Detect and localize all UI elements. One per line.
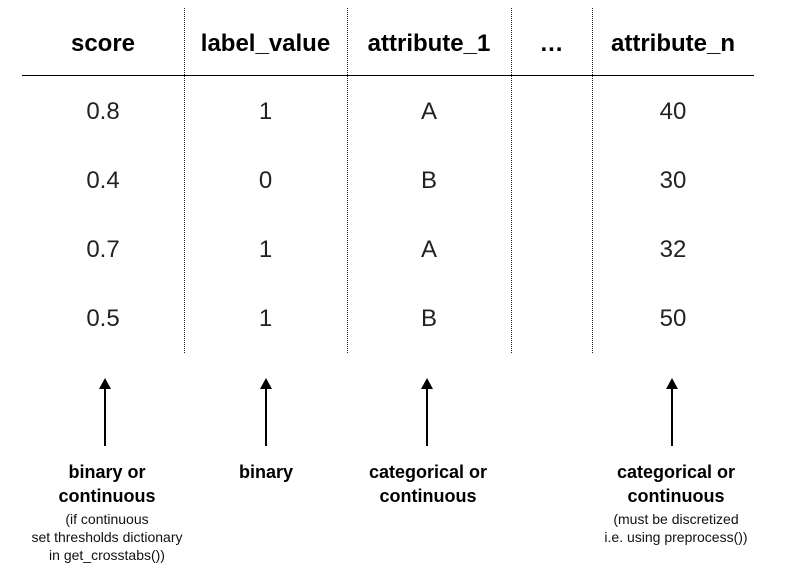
- table-cell-attribute-n: 30: [659, 167, 687, 194]
- arrow-up-icon: [260, 378, 272, 446]
- table-cell-attribute-1: B: [420, 167, 437, 194]
- table-cell-label-value: 1: [258, 236, 273, 263]
- annotation-score: binary or continuous (if continuous set …: [7, 460, 207, 564]
- header-attribute-n: attribute_n: [610, 30, 735, 57]
- column-separator: [511, 8, 512, 353]
- table-cell-score: 0.7: [86, 236, 120, 263]
- table-cell-score: 0.5: [86, 305, 120, 332]
- table-cell-score: 0.8: [86, 98, 120, 125]
- table-cell-attribute-n: 40: [659, 98, 687, 125]
- table-cell-attribute-n: 32: [659, 236, 687, 263]
- annotation-score-main: binary or continuous: [58, 462, 156, 506]
- header-ellipsis: …: [539, 30, 564, 57]
- table-cell-score: 0.4: [86, 167, 120, 194]
- annotation-attribute-1: categorical or continuous: [348, 460, 508, 510]
- table-cell-attribute-1: B: [420, 305, 437, 332]
- header-label-value: label_value: [200, 30, 331, 57]
- header-score: score: [70, 30, 136, 57]
- annotation-attribute-n-main: categorical or continuous: [616, 462, 736, 506]
- annotation-score-sub: (if continuous set thresholds dictionary…: [31, 511, 183, 563]
- arrow-up-icon: [99, 378, 111, 446]
- header-divider: [22, 75, 754, 76]
- annotation-label-value: binary: [206, 460, 326, 486]
- arrow-up-icon: [666, 378, 678, 446]
- table-cell-label-value: 0: [258, 167, 273, 194]
- table-cell-attribute-n: 50: [659, 305, 687, 332]
- table-cell-attribute-1: A: [420, 236, 437, 263]
- header-attribute-1: attribute_1: [367, 30, 491, 57]
- annotation-attribute-n: categorical or continuous (must be discr…: [586, 460, 766, 546]
- arrow-up-icon: [421, 378, 433, 446]
- annotation-attribute-1-main: categorical or continuous: [368, 462, 488, 506]
- table-cell-attribute-1: A: [420, 98, 437, 125]
- annotation-label-value-main: binary: [238, 462, 294, 482]
- column-separator: [184, 8, 185, 353]
- column-separator: [347, 8, 348, 353]
- column-separator: [592, 8, 593, 353]
- annotation-attribute-n-sub: (must be discretized i.e. using preproce…: [604, 511, 748, 545]
- table-cell-label-value: 1: [258, 305, 273, 332]
- table-cell-label-value: 1: [258, 98, 273, 125]
